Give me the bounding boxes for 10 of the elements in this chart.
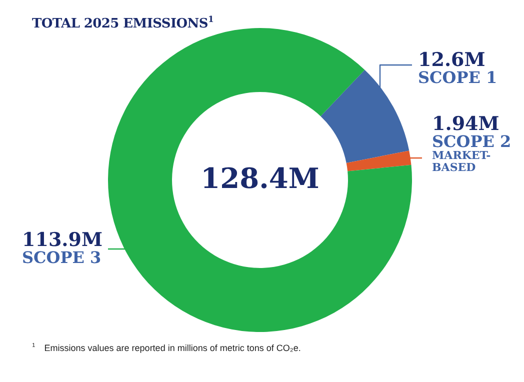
text: 128.4M xyxy=(200,162,320,195)
slice-label: SCOPE 2 MARKET- BASED xyxy=(432,132,512,174)
slice-label: SCOPE 3 xyxy=(22,248,102,267)
chart-title: TOTAL 2025 EMISSIONS$^{1}$ xyxy=(32,14,214,32)
slice-label: SCOPE 1 xyxy=(418,68,498,87)
data-label: 113.9M xyxy=(22,229,103,251)
data-label: 1.94M xyxy=(432,113,500,135)
text: $^{1}$ Emissions values are reported in millions of metric tons of CO₂e. xyxy=(32,343,301,353)
data-label: 12.6M xyxy=(418,49,486,71)
donut-slice xyxy=(108,28,412,332)
